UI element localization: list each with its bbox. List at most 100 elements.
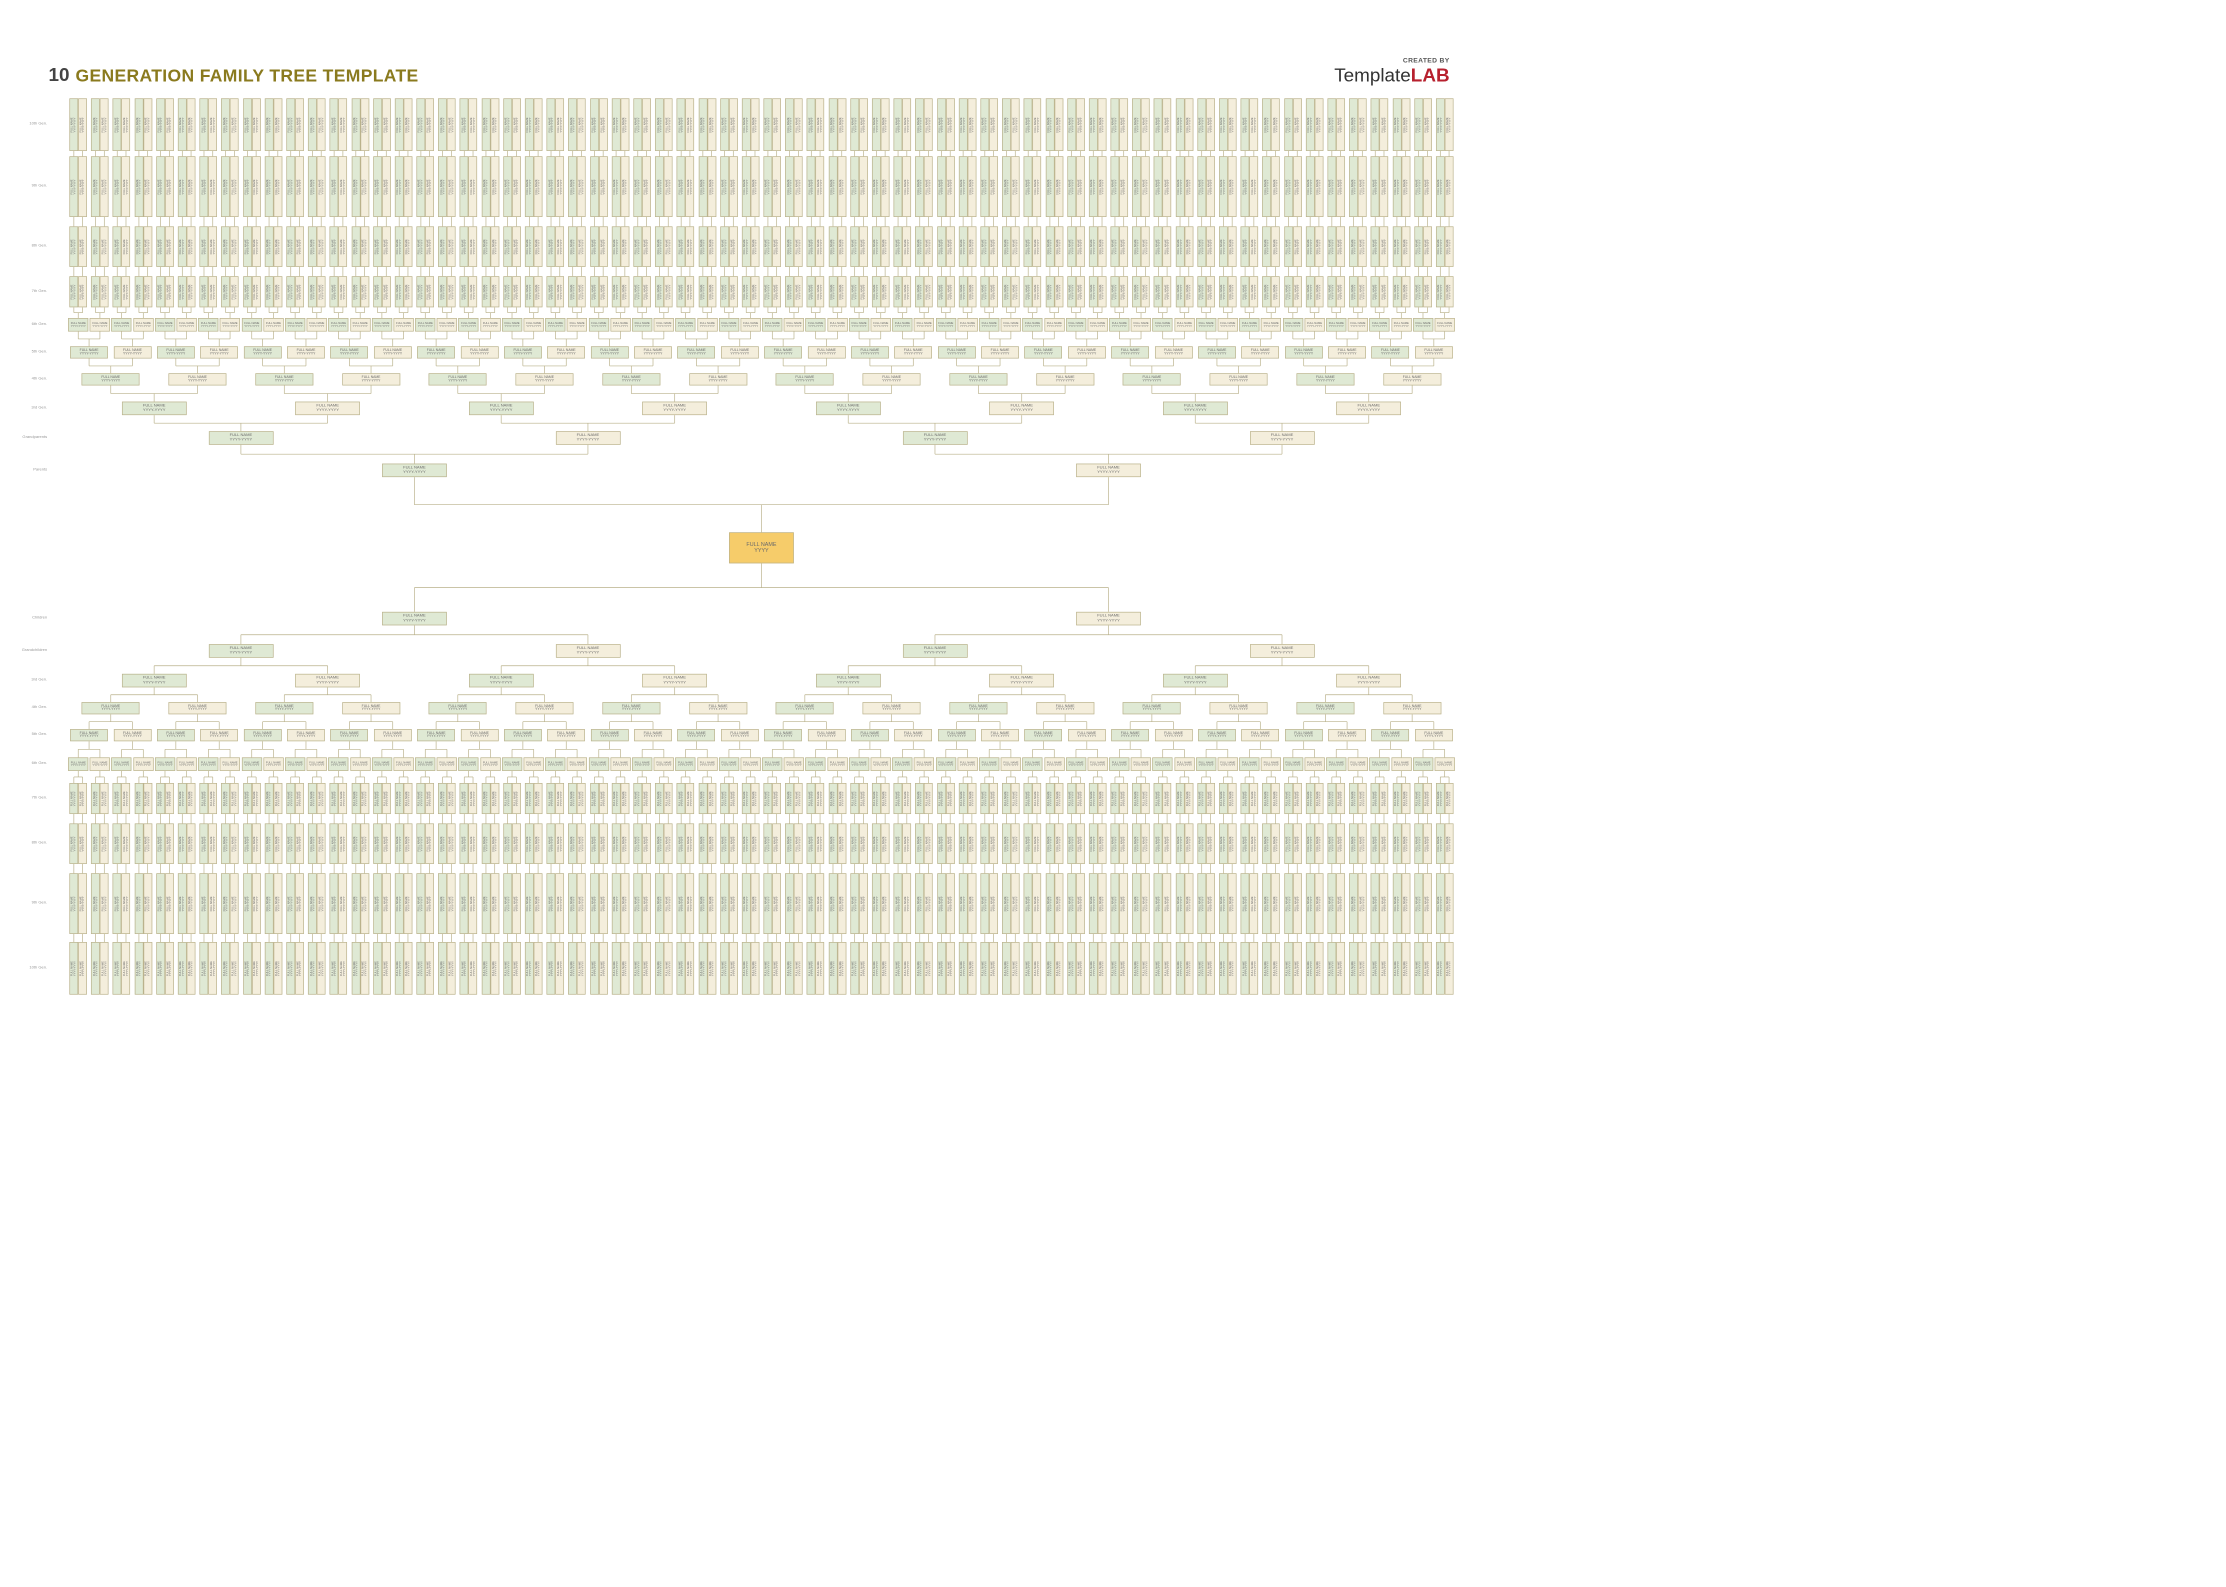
tree-node: FULL NAME YYYY-YYYY <box>568 823 577 863</box>
tree-node: FULL NAME YYYY-YYYY <box>664 783 673 814</box>
tree-node: FULL NAME YYYY-YYYY <box>447 98 456 151</box>
tree-node: FULL NAME YYYY-YYYY <box>1249 873 1258 934</box>
tree-node: FULL NAME YYYY-YYYY <box>1304 757 1324 770</box>
tree-node: FULL NAME YYYY-YYYY <box>555 783 564 814</box>
tree-node: FULL NAME YYYY-YYYY <box>360 156 369 217</box>
tree-node: FULL NAME YYYY-YYYY <box>677 942 686 995</box>
tree-node: FULL NAME YYYY-YYYY <box>512 98 521 151</box>
tree-node: FULL NAME YYYY-YYYY <box>949 702 1007 714</box>
tree-node: FULL NAME YYYY-YYYY <box>1141 156 1150 217</box>
tree-node: FULL NAME YYYY-YYYY <box>100 823 109 863</box>
tree-node: FULL NAME YYYY-YYYY <box>776 373 834 385</box>
tree-node: FULL NAME YYYY-YYYY <box>1393 823 1402 863</box>
tree-node: FULL NAME YYYY-YYYY <box>808 346 846 358</box>
tree-node: FULL NAME YYYY-YYYY <box>720 226 729 266</box>
tree-node: FULL NAME YYYY-YYYY <box>785 156 794 217</box>
generation-label: 7th Gen. <box>7 796 47 800</box>
tree-node: FULL NAME YYYY-YYYY <box>816 873 825 934</box>
tree-node: FULL NAME YYYY-YYYY <box>1423 783 1432 814</box>
tree-node: FULL NAME YYYY-YYYY <box>373 226 382 266</box>
tree-node: FULL NAME YYYY-YYYY <box>664 276 673 307</box>
generation-label: 10th Gen. <box>7 966 47 970</box>
tree-node: FULL NAME YYYY-YYYY <box>221 942 230 995</box>
tree-node: FULL NAME YYYY-YYYY <box>1401 942 1410 995</box>
tree-node: FULL NAME YYYY-YYYY <box>1154 276 1163 307</box>
tree-node: FULL NAME YYYY-YYYY <box>894 226 903 266</box>
tree-node: FULL NAME YYYY-YYYY <box>1271 276 1280 307</box>
generation-label: Parents <box>7 468 47 472</box>
tree-node: FULL NAME YYYY-YYYY <box>178 156 187 217</box>
tree-node: FULL NAME YYYY-YYYY <box>308 942 317 995</box>
tree-node: FULL NAME YYYY-YYYY <box>589 757 609 770</box>
tree-node: FULL NAME YYYY-YYYY <box>785 98 794 151</box>
tree-node: FULL NAME YYYY-YYYY <box>308 873 317 934</box>
tree-node: FULL NAME YYYY-YYYY <box>946 226 955 266</box>
tree-node: FULL NAME YYYY-YYYY <box>1423 942 1432 995</box>
tree-node: FULL NAME YYYY-YYYY <box>373 156 382 217</box>
tree-node: FULL NAME YYYY-YYYY <box>165 98 174 151</box>
tree-node: FULL NAME YYYY-YYYY <box>1284 98 1293 151</box>
tree-node: FULL NAME YYYY-YYYY <box>1197 942 1206 995</box>
tree-node: FULL NAME YYYY-YYYY <box>1153 318 1173 331</box>
tree-node: FULL NAME YYYY-YYYY <box>1293 823 1302 863</box>
tree-node: FULL NAME YYYY-YYYY <box>1066 318 1086 331</box>
tree-node: FULL NAME YYYY-YYYY <box>1261 318 1281 331</box>
tree-node: FULL NAME YYYY-YYYY <box>1184 98 1193 151</box>
tree-node: FULL NAME YYYY-YYYY <box>351 276 360 307</box>
tree-node: FULL NAME YYYY-YYYY <box>1024 226 1033 266</box>
tree-node: FULL NAME YYYY-YYYY <box>69 226 78 266</box>
tree-node: FULL NAME YYYY-YYYY <box>1076 276 1085 307</box>
tree-node: FULL NAME YYYY-YYYY <box>1445 873 1454 934</box>
tree-node: FULL NAME YYYY-YYYY <box>751 226 760 266</box>
tree-node: FULL NAME YYYY-YYYY <box>1358 873 1367 934</box>
tree-node: FULL NAME YYYY-YYYY <box>808 729 846 741</box>
tree-node: FULL NAME YYYY-YYYY <box>547 276 556 307</box>
tree-node: FULL NAME YYYY-YYYY <box>686 226 695 266</box>
tree-node: FULL NAME YYYY-YYYY <box>208 873 217 934</box>
tree-node: FULL NAME YYYY-YYYY <box>698 156 707 217</box>
tree-node: FULL NAME YYYY-YYYY <box>721 346 759 358</box>
tree-node: FULL NAME YYYY-YYYY <box>1250 644 1315 657</box>
tree-node: FULL NAME YYYY-YYYY <box>512 783 521 814</box>
tree-node: FULL NAME YYYY-YYYY <box>351 156 360 217</box>
tree-node: FULL NAME YYYY-YYYY <box>568 98 577 151</box>
tree-node: FULL NAME YYYY-YYYY <box>620 783 629 814</box>
tree-node: FULL NAME YYYY-YYYY <box>914 757 934 770</box>
tree-node: FULL NAME YYYY-YYYY <box>1206 823 1215 863</box>
generation-label: 7th Gen. <box>7 289 47 293</box>
tree-node: FULL NAME YYYY-YYYY <box>959 98 968 151</box>
tree-node: FULL NAME YYYY-YYYY <box>113 156 122 217</box>
tree-node: FULL NAME YYYY-YYYY <box>480 757 500 770</box>
tree-node: FULL NAME YYYY-YYYY <box>902 783 911 814</box>
tree-node: FULL NAME YYYY-YYYY <box>720 823 729 863</box>
tree-node: FULL NAME YYYY-YYYY <box>751 942 760 995</box>
logo-created-by: CREATED BY <box>1334 57 1449 64</box>
tree-node: FULL NAME YYYY-YYYY <box>460 226 469 266</box>
tree-node: FULL NAME YYYY-YYYY <box>1284 942 1293 995</box>
tree-node: FULL NAME YYYY-YYYY <box>1327 873 1336 934</box>
tree-node: FULL NAME YYYY-YYYY <box>937 783 946 814</box>
tree-node: FULL NAME YYYY-YYYY <box>568 942 577 995</box>
tree-node: FULL NAME YYYY-YYYY <box>677 276 686 307</box>
tree-node: FULL NAME YYYY-YYYY <box>1119 942 1128 995</box>
generation-label: 10th Gen. <box>7 122 47 126</box>
tree-node: FULL NAME YYYY-YYYY <box>959 783 968 814</box>
tree-node: FULL NAME YYYY-YYYY <box>1283 757 1303 770</box>
page-title: GENERATION FAMILY TREE TEMPLATE <box>75 65 418 86</box>
tree-node: FULL NAME YYYY-YYYY <box>989 276 998 307</box>
tree-node: FULL NAME YYYY-YYYY <box>1076 156 1085 217</box>
tree-node: FULL NAME YYYY-YYYY <box>1011 942 1020 995</box>
tree-node: FULL NAME YYYY-YYYY <box>178 873 187 934</box>
tree-node: FULL NAME YYYY-YYYY <box>317 98 326 151</box>
tree-node: FULL NAME YYYY-YYYY <box>980 226 989 266</box>
tree-node: FULL NAME YYYY-YYYY <box>547 783 556 814</box>
tree-node: FULL NAME YYYY-YYYY <box>556 431 621 444</box>
tree-node: FULL NAME YYYY-YYYY <box>417 98 426 151</box>
tree-node: FULL NAME YYYY-YYYY <box>1306 156 1315 217</box>
tree-node: FULL NAME YYYY-YYYY <box>903 431 968 444</box>
tree-node: FULL NAME YYYY-YYYY <box>837 156 846 217</box>
tree-node: FULL NAME YYYY-YYYY <box>351 823 360 863</box>
tree-node: FULL NAME YYYY-YYYY <box>339 783 348 814</box>
tree-node: FULL NAME YYYY-YYYY <box>534 156 543 217</box>
tree-node: FULL NAME YYYY-YYYY <box>200 729 238 741</box>
